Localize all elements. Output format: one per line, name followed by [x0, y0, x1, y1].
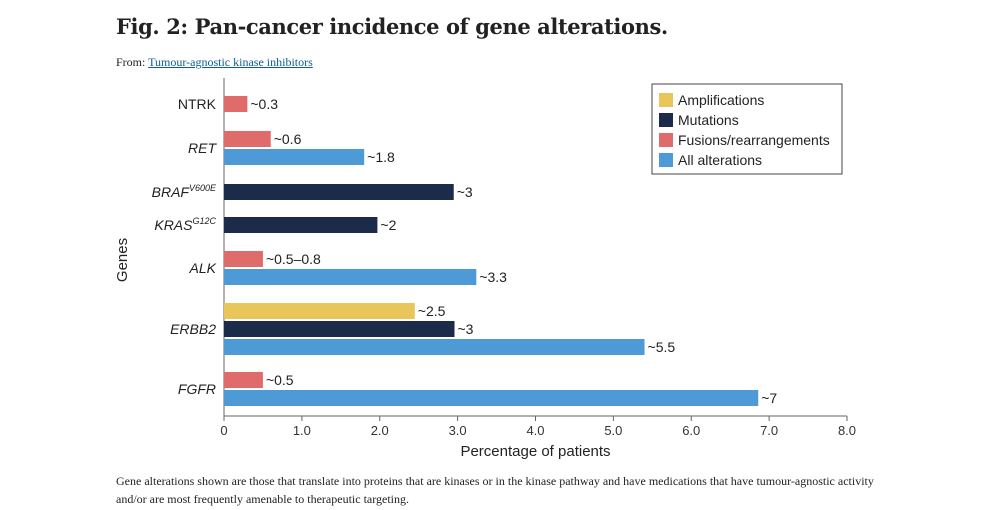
bar-fusions — [224, 251, 263, 267]
x-tick-label: 6.0 — [682, 423, 700, 438]
bar-value-label: ~2.5 — [418, 303, 446, 319]
bar-amplifications — [224, 303, 415, 319]
bar-all — [224, 339, 645, 355]
bar-value-label: ~0.3 — [250, 96, 278, 112]
legend-swatch-amplifications — [659, 93, 673, 107]
bar-value-label: ~3 — [458, 321, 474, 337]
bar-all — [224, 269, 477, 285]
figure-caption: Gene alterations shown are those that tr… — [116, 474, 874, 506]
y-axis-title: Genes — [114, 238, 131, 282]
x-tick-label: 7.0 — [760, 423, 778, 438]
bar-value-label: ~0.6 — [274, 131, 302, 147]
legend-swatch-all — [659, 153, 673, 167]
bar-fusions — [224, 96, 248, 112]
from-prefix: From: — [116, 55, 146, 69]
gene-label: ALK — [189, 260, 217, 276]
bar-value-label: ~7 — [761, 390, 777, 406]
bar-mutations — [224, 184, 454, 200]
x-tick-label: 5.0 — [604, 423, 622, 438]
bar-value-label: ~3 — [457, 184, 473, 200]
bar-mutations — [224, 321, 455, 337]
bar-value-label: ~5.5 — [648, 339, 676, 355]
legend-label-fusions: Fusions/rearrangements — [678, 132, 830, 148]
bar-fusions — [224, 372, 263, 388]
source-article-link[interactable]: Tumour-agnostic kinase inhibitors — [148, 55, 313, 69]
bar-value-label: ~0.5 — [266, 372, 294, 388]
gene-label: KRASG12C — [154, 216, 216, 233]
bar-value-label: ~0.5–0.8 — [266, 251, 321, 267]
bar-fusions — [224, 131, 271, 147]
bar-all — [224, 149, 365, 165]
x-tick-label: 0 — [220, 423, 227, 438]
gene-label: NTRK — [178, 96, 217, 112]
legend-box — [651, 83, 843, 175]
figure-title: Fig. 2: Pan-cancer incidence of gene alt… — [116, 14, 668, 39]
from-line: From: Tumour-agnostic kinase inhibitors — [116, 55, 313, 70]
bar-value-label: ~2 — [380, 217, 396, 233]
x-tick-label: 2.0 — [371, 423, 389, 438]
legend-label-all: All alterations — [678, 152, 762, 168]
legend-label-mutations: Mutations — [678, 112, 739, 128]
x-tick-label: 8.0 — [838, 423, 856, 438]
gene-label: ERBB2 — [170, 321, 216, 337]
gene-label: FGFR — [178, 381, 216, 397]
x-tick-label: 4.0 — [526, 423, 544, 438]
x-axis-title: Percentage of patients — [460, 443, 610, 460]
legend-label-amplifications: Amplifications — [678, 92, 764, 108]
legend-swatch-fusions — [659, 133, 673, 147]
gene-label: BRAFV600E — [152, 183, 217, 200]
bar-value-label: ~1.8 — [367, 149, 395, 165]
bar-mutations — [224, 217, 378, 233]
bar-all — [224, 390, 759, 406]
bar-chart: 0 1.0 2.0 3.0 4.0 5.0 6.0 7.0 8.0 Percentage of p… — [114, 78, 856, 460]
x-tick-label: 3.0 — [449, 423, 467, 438]
bar-value-label: ~3.3 — [479, 269, 507, 285]
gene-label: RET — [188, 140, 217, 156]
legend-swatch-mutations — [659, 113, 673, 127]
x-tick-label: 1.0 — [293, 423, 311, 438]
